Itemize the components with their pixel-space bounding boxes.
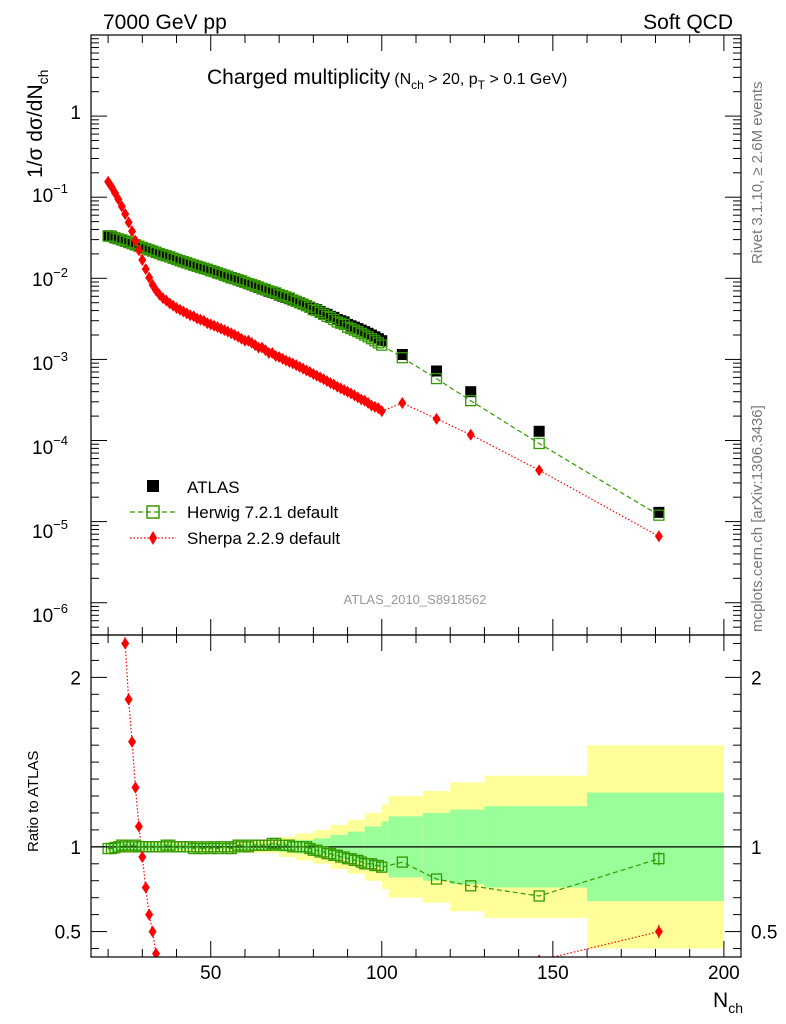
herwig-point xyxy=(359,329,371,341)
atlas-point xyxy=(533,425,545,437)
ratio-herwig-point xyxy=(533,890,545,902)
sherpa-point xyxy=(377,405,386,418)
sherpa-point xyxy=(466,428,475,441)
ratio-plot-area xyxy=(91,635,741,971)
ratio-sherpa-point xyxy=(145,908,154,921)
ratio-y-tick-label: 0.5 xyxy=(55,923,81,944)
herwig-line xyxy=(108,235,660,516)
ratio-sherpa-point xyxy=(128,735,137,748)
y-tick-label-1e-5: 10−5 xyxy=(32,517,68,543)
y-tick-label-1e-2: 10−2 xyxy=(32,265,68,291)
main-axis-ticks xyxy=(91,35,741,636)
sherpa-point xyxy=(128,225,137,238)
ratio-sherpa-point xyxy=(124,693,133,706)
herwig-point xyxy=(430,372,443,385)
herwig-point xyxy=(365,333,378,345)
sherpa-point xyxy=(117,200,126,213)
ratio-sherpa-point xyxy=(141,881,150,894)
atlas-point xyxy=(653,506,665,518)
sherpa-point xyxy=(131,234,140,247)
ratio-herwig-point xyxy=(430,873,443,885)
sherpa-point xyxy=(535,464,544,477)
legend-marker-herwig xyxy=(146,505,160,519)
y-tick-label-1e-1: 10−1 xyxy=(32,181,68,207)
legend-label-sherpa: Sherpa 2.2.9 default xyxy=(187,529,340,548)
atlas-point xyxy=(431,365,443,377)
main-ylabel: 1/σ dσ/dNch xyxy=(24,70,51,178)
sherpa-point xyxy=(654,530,663,543)
herwig-point xyxy=(376,339,388,351)
sherpa-point xyxy=(114,193,123,206)
ratio-sherpa-point xyxy=(152,947,160,957)
ratio-herwig-point xyxy=(372,859,385,872)
herwig-point xyxy=(653,509,665,521)
x-tick-label: 50 xyxy=(200,963,221,984)
herwig-point xyxy=(533,437,545,450)
sherpa-point xyxy=(251,339,260,352)
ratio-y-tick-label: 2 xyxy=(70,668,81,689)
ratio-herwig-point xyxy=(396,856,408,868)
atlas-point xyxy=(396,348,408,360)
herwig-point xyxy=(465,395,477,407)
sherpa-point xyxy=(141,263,150,276)
y-tick-label-1: 1 xyxy=(70,103,81,124)
x-axis-title: Nch xyxy=(713,989,743,1016)
ratio-sherpa-point xyxy=(131,781,140,794)
sherpa-point xyxy=(124,216,133,229)
y-tick-label-1e-4: 10−4 xyxy=(32,433,68,459)
ratio-y-tick-label-right: 1 xyxy=(751,838,762,859)
ratio-sherpa-point xyxy=(155,958,163,970)
mcplots-label: mcplots.cern.ch [arXiv:1306.3436] xyxy=(749,405,766,632)
ratio-sherpa-point xyxy=(537,954,541,957)
header-left: 7000 GeV pp xyxy=(103,11,227,34)
herwig-point xyxy=(311,304,323,317)
legend-label-herwig: Herwig 7.2.1 default xyxy=(187,503,338,522)
y-tick-label-1e-3: 10−3 xyxy=(32,349,68,375)
legend-label-atlas: ATLAS xyxy=(187,478,240,497)
ratio-sherpa-point xyxy=(148,925,157,938)
main-plot-area xyxy=(102,175,665,543)
sherpa-point xyxy=(432,412,441,425)
y-tick-label-1e-6: 10−6 xyxy=(32,601,68,627)
herwig-point xyxy=(396,352,408,364)
x-tick-label: 150 xyxy=(537,963,569,984)
ratio-y-tick-label: 1 xyxy=(70,838,81,859)
legend-marker-sherpa xyxy=(149,531,157,545)
atlas-point xyxy=(465,386,477,398)
ratio-sherpa-point xyxy=(138,851,147,864)
sherpa-point xyxy=(145,271,154,284)
sherpa-point xyxy=(398,397,407,410)
ratio-y-tick-label-right: 0.5 xyxy=(751,923,777,944)
sherpa-point xyxy=(134,244,143,257)
herwig-point xyxy=(362,331,374,343)
ratio-sherpa-point xyxy=(121,637,130,650)
x-tick-label: 200 xyxy=(708,963,740,984)
legend: ATLAS Herwig 7.2.1 default Sherpa 2.2.9 … xyxy=(130,478,340,548)
analysis-id: ATLAS_2010_S8918562 xyxy=(344,592,487,607)
rivet-label: Rivet 3.1.10, ≥ 2.6M events xyxy=(749,82,766,265)
ratio-herwig-point xyxy=(376,861,388,873)
sherpa-point xyxy=(138,254,147,267)
ratio-ylabel: Ratio to ATLAS xyxy=(25,751,42,852)
ratio-sherpa-point xyxy=(134,820,143,833)
ratio-y-tick-label-right: 2 xyxy=(751,668,762,689)
main-title: Charged multiplicity (Nch > 20, pT > 0.1 … xyxy=(207,66,567,92)
x-tick-label: 100 xyxy=(366,963,398,984)
header-right: Soft QCD xyxy=(643,11,733,34)
main-y-tick-labels: 1 10−1 10−2 10−3 10−4 10−5 10−6 xyxy=(32,103,81,627)
ratio-axis-ticks: 0.5 0.5 1 1 2 2 50 100 150 200 xyxy=(55,635,777,984)
sherpa-point xyxy=(121,208,130,221)
legend-marker-atlas xyxy=(147,480,159,492)
ratio-sherpa-point xyxy=(467,959,475,971)
herwig-point xyxy=(372,337,385,349)
ratio-herwig-point xyxy=(465,880,477,892)
